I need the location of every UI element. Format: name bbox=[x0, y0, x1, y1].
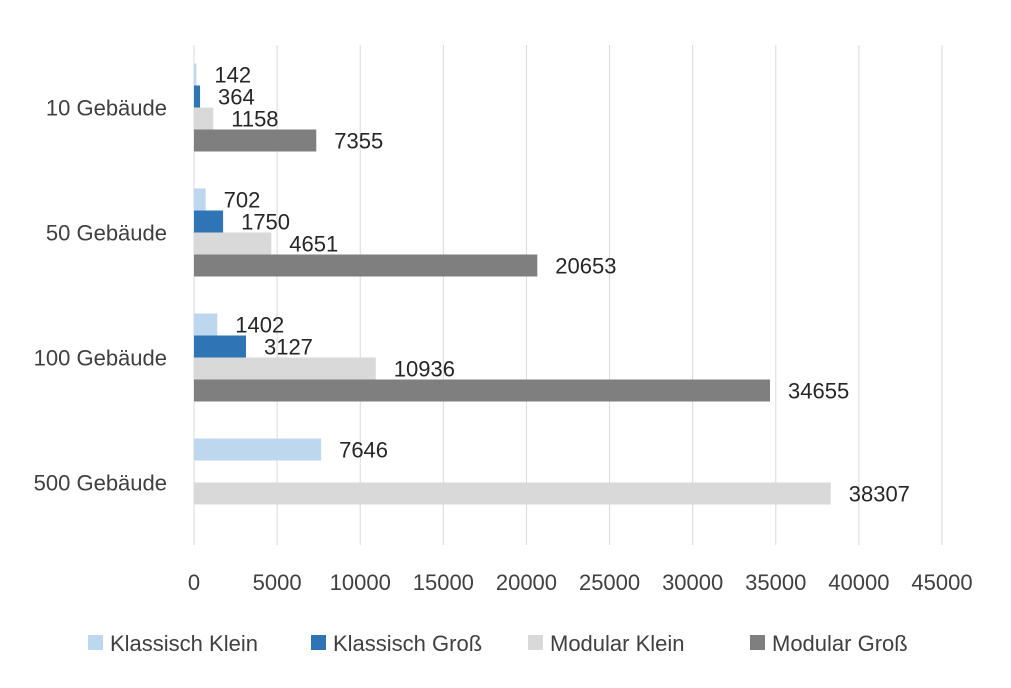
bar bbox=[194, 63, 197, 86]
data-label: 20653 bbox=[555, 254, 616, 279]
bar bbox=[194, 313, 218, 336]
legend-swatch bbox=[311, 635, 326, 650]
bar bbox=[194, 482, 831, 505]
data-label: 38307 bbox=[849, 482, 910, 507]
data-label: 1158 bbox=[231, 107, 278, 132]
bar bbox=[194, 335, 246, 358]
bars bbox=[194, 63, 831, 505]
gridlines bbox=[193, 45, 943, 545]
data-label: 3127 bbox=[264, 335, 313, 360]
category-axis: 10 Gebäude 50 Gebäude 100 Gebäude 500 Gebäu… bbox=[34, 96, 167, 496]
x-tick-label: 15000 bbox=[413, 570, 474, 595]
bar bbox=[194, 85, 201, 108]
bar bbox=[194, 357, 376, 380]
data-label: 1402 bbox=[235, 313, 284, 338]
data-label: 364 bbox=[218, 85, 255, 110]
data-label: 10936 bbox=[394, 357, 455, 382]
legend-swatch bbox=[750, 635, 765, 650]
legend: Klassisch Klein Klassisch Groß Modular Kle… bbox=[88, 631, 908, 656]
legend-swatch bbox=[88, 635, 103, 650]
x-tick-label: 20000 bbox=[496, 570, 557, 595]
x-tick-label: 45000 bbox=[911, 570, 972, 595]
x-tick-label: 40000 bbox=[828, 570, 889, 595]
bar bbox=[194, 438, 322, 461]
x-tick-label: 10000 bbox=[330, 570, 391, 595]
category-label: 500 Gebäude bbox=[34, 471, 167, 496]
x-tick-label: 35000 bbox=[745, 570, 806, 595]
bar bbox=[194, 107, 214, 130]
value-axis: 0 5000 10000 15000 20000 25000 30000 35000 40000… bbox=[188, 570, 973, 595]
bar bbox=[194, 232, 272, 255]
legend-label: Klassisch Klein bbox=[110, 631, 258, 656]
category-label: 100 Gebäude bbox=[34, 346, 167, 371]
x-tick-label: 0 bbox=[188, 570, 200, 595]
bar bbox=[194, 379, 771, 402]
legend-swatch bbox=[528, 635, 543, 650]
data-label: 702 bbox=[224, 188, 261, 213]
bar bbox=[194, 129, 317, 152]
legend-label: Modular Klein bbox=[550, 631, 685, 656]
data-label: 142 bbox=[214, 63, 251, 88]
x-tick-label: 30000 bbox=[662, 570, 723, 595]
bar bbox=[194, 188, 206, 211]
legend-label: Modular Groß bbox=[772, 631, 908, 656]
bar bbox=[194, 254, 538, 277]
legend-label: Klassisch Groß bbox=[333, 631, 482, 656]
category-label: 50 Gebäude bbox=[46, 221, 167, 246]
category-label: 10 Gebäude bbox=[46, 96, 167, 121]
x-tick-label: 5000 bbox=[253, 570, 302, 595]
x-tick-label: 25000 bbox=[579, 570, 640, 595]
data-label: 34655 bbox=[788, 379, 849, 404]
data-label: 7355 bbox=[334, 129, 383, 154]
data-label: 1750 bbox=[241, 210, 290, 235]
bar bbox=[194, 210, 224, 233]
data-label: 4651 bbox=[289, 232, 338, 257]
data-label: 7646 bbox=[339, 438, 388, 463]
